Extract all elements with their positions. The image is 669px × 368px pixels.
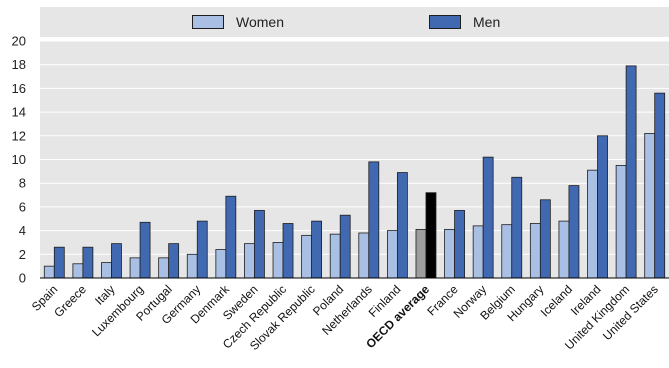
y-tick-label: 20	[12, 34, 26, 49]
legend-swatch-men	[429, 15, 461, 29]
bar-men-czech-republic	[282, 223, 294, 279]
bar-women-united-states	[644, 133, 656, 279]
y-tick-label: 0	[19, 271, 26, 286]
y-tick-label: 8	[19, 176, 26, 191]
bar-women-germany	[186, 253, 198, 279]
bar-men-iceland	[568, 185, 580, 279]
bar-women-spain	[43, 265, 55, 279]
bar-women-italy	[101, 262, 112, 279]
bar-women-oecd-average	[415, 229, 427, 279]
y-tick-label: 10	[12, 152, 26, 167]
legend-label-women: Women	[236, 14, 284, 30]
y-tick-label: 14	[12, 105, 26, 120]
bar-women-norway	[472, 225, 484, 279]
bar-women-united-kingdom	[615, 165, 627, 279]
bar-men-belgium	[511, 176, 523, 279]
bars	[43, 65, 666, 279]
bar-women-slovak-republic	[301, 234, 313, 279]
bar-women-sweden	[244, 243, 255, 279]
bar-women-portugal	[158, 257, 170, 279]
bar-men-luxembourg	[139, 221, 151, 279]
bar-women-iceland	[558, 220, 570, 279]
bar-men-netherlands	[368, 161, 380, 279]
bar-women-netherlands	[358, 232, 370, 279]
bar-men-germany	[196, 220, 208, 279]
bar-men-oecd-average	[425, 192, 437, 279]
legend-label-men: Men	[473, 14, 501, 30]
bar-women-france	[444, 229, 455, 279]
bar-men-italy	[111, 243, 122, 279]
bar-men-sweden	[254, 210, 265, 279]
y-tick-label: 6	[19, 199, 26, 214]
legend-swatch-women	[192, 15, 224, 29]
bar-men-denmark	[225, 195, 237, 279]
y-axis-ticks: 0 2 4 6 8 10 12 14 16 18 20	[12, 34, 26, 286]
bar-men-slovak-republic	[311, 220, 323, 279]
bar-men-finland	[396, 172, 408, 279]
bar-women-belgium	[501, 224, 513, 279]
bar-women-ireland	[587, 169, 598, 279]
bar-women-finland	[386, 230, 398, 279]
bar-women-luxembourg	[129, 257, 141, 279]
y-tick-label: 16	[12, 81, 26, 96]
bar-men-united-states	[654, 92, 666, 279]
bar-men-united-kingdom	[625, 65, 637, 279]
bar-men-poland	[339, 214, 351, 279]
y-tick-label: 4	[19, 223, 26, 238]
bar-men-portugal	[168, 243, 180, 279]
x-tick-label: Greece	[51, 282, 89, 320]
bar-men-hungary	[539, 199, 551, 279]
y-tick-label: 12	[12, 128, 26, 143]
bar-women-poland	[329, 233, 341, 279]
bar-men-spain	[53, 246, 65, 279]
bar-women-greece	[72, 263, 84, 279]
bar-women-hungary	[529, 223, 541, 279]
bar-men-france	[454, 210, 465, 279]
bar-men-ireland	[597, 135, 608, 279]
legend-item-men: Men	[429, 14, 500, 30]
bar-women-czech-republic	[272, 242, 284, 279]
x-tick-label: Iceland	[538, 282, 575, 319]
legend-item-women: Women	[192, 14, 284, 30]
bar-women-denmark	[215, 249, 227, 279]
legend: Women Men	[40, 7, 669, 37]
bar-men-norway	[482, 156, 494, 279]
y-tick-label: 2	[19, 247, 26, 262]
y-tick-label: 18	[12, 57, 26, 72]
bar-men-greece	[82, 246, 94, 279]
